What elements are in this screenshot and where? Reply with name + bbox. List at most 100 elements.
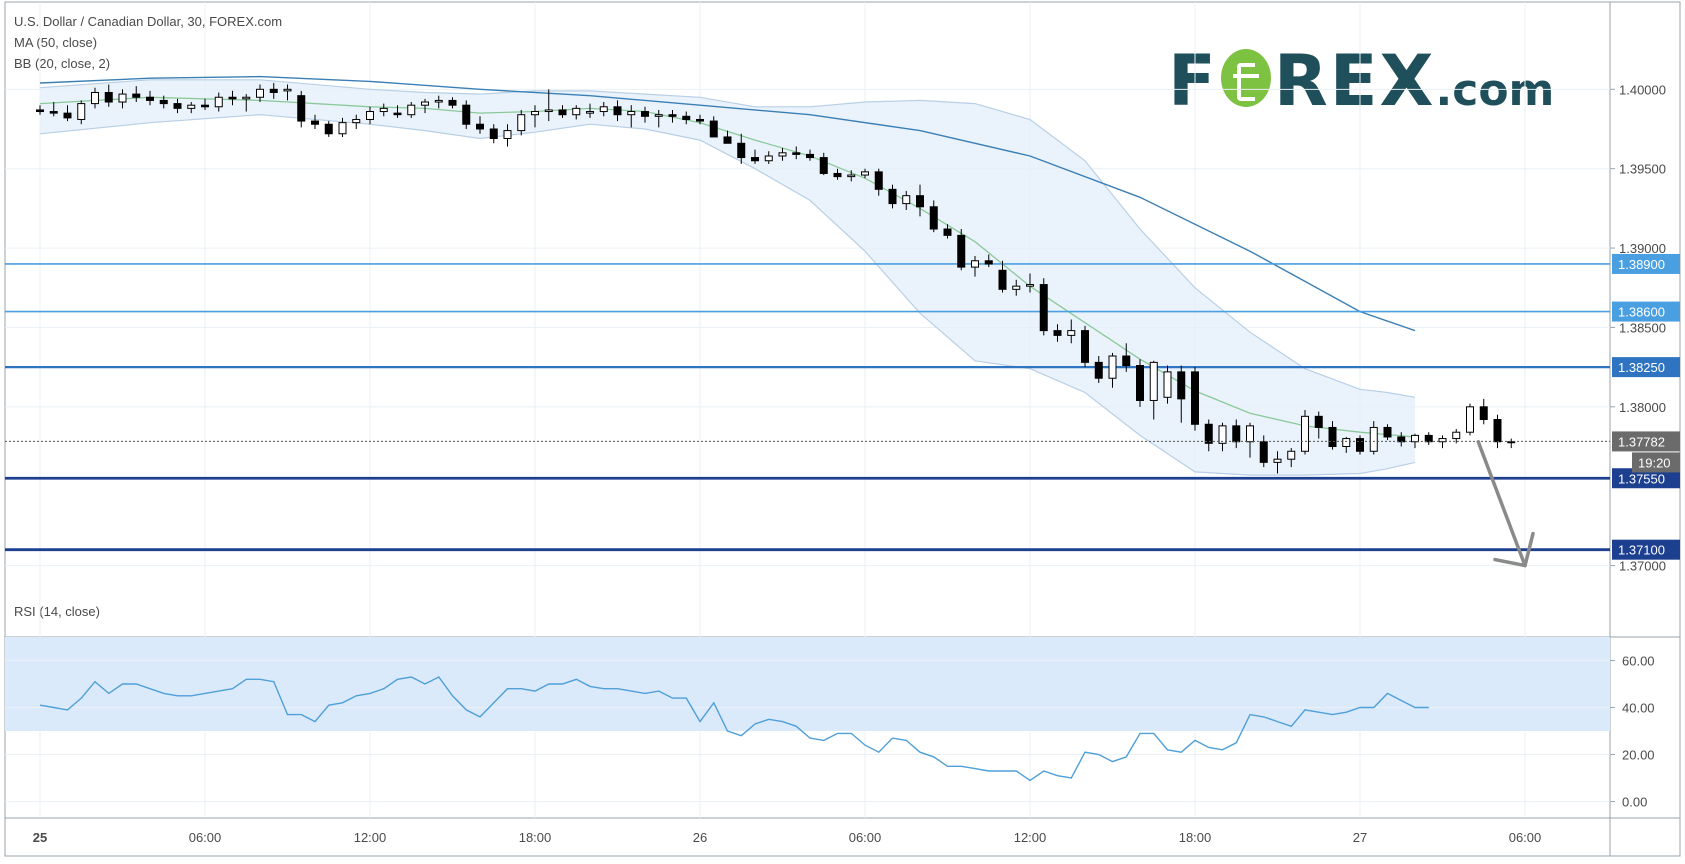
- candle-bull: [861, 171, 869, 176]
- candle-bull: [91, 91, 99, 105]
- bollinger-band-fill: [40, 79, 1415, 476]
- chart-frame: [4, 1, 1681, 857]
- candle-bull: [971, 260, 979, 268]
- candle-bear: [668, 114, 677, 117]
- candle-bear: [723, 136, 732, 144]
- candle-bear: [1493, 419, 1502, 443]
- level-tag-label: 1.38250: [1618, 360, 1665, 375]
- candle-bull: [77, 103, 86, 120]
- y-tick-label: 1.38500: [1619, 320, 1666, 335]
- candle-bear: [1136, 365, 1144, 401]
- rsi-y-tick-label: 20.00: [1622, 748, 1655, 763]
- candle-bull: [1108, 355, 1117, 379]
- level-tag: [1612, 468, 1680, 489]
- x-tick-label: 12:00: [1014, 830, 1047, 845]
- forecast-arrowhead: [1493, 531, 1535, 568]
- level-tag: [1612, 301, 1680, 322]
- candle-bear: [1191, 371, 1199, 425]
- level-tag-label: 1.38900: [1618, 257, 1665, 272]
- candle-bull: [421, 101, 429, 106]
- countdown-tag: [1632, 452, 1680, 473]
- candle-bear: [1204, 423, 1213, 444]
- candle-bear: [324, 123, 333, 135]
- x-tick-label: 25: [33, 830, 47, 845]
- candle-bull: [1246, 425, 1254, 443]
- candle-bear: [146, 96, 154, 101]
- candle-bear: [311, 120, 319, 125]
- logo-left: F: [1168, 40, 1218, 122]
- candle-bull: [1342, 438, 1351, 447]
- candle-bear: [63, 112, 72, 119]
- candle-bear: [806, 153, 814, 159]
- bb-indicator-label[interactable]: BB (20, close, 2): [14, 56, 111, 71]
- candle-bear: [297, 95, 306, 122]
- x-tick-label: 06:00: [1509, 830, 1542, 845]
- candle-bear: [1177, 371, 1186, 400]
- candle-bull: [847, 174, 856, 178]
- candle-bear: [613, 106, 622, 116]
- logo-o-icon: [1220, 49, 1271, 107]
- candle-bull: [283, 88, 292, 92]
- level-tag: [1612, 357, 1680, 378]
- candle-bull: [572, 107, 581, 116]
- candle-bear: [682, 115, 691, 120]
- candle-bear: [1094, 361, 1103, 379]
- candle-bear: [1259, 441, 1268, 463]
- candle-bull: [654, 114, 663, 117]
- candle-bear: [888, 188, 897, 205]
- candle-bear: [1232, 425, 1241, 443]
- x-tick-label: 06:00: [849, 830, 882, 845]
- ma50-line: [39, 75, 1416, 332]
- level-tag: [1612, 539, 1680, 560]
- candle-bear: [448, 99, 457, 106]
- chart-title: U.S. Dollar / Canadian Dollar, 30, FOREX…: [14, 14, 283, 29]
- rsi-y-tick-label: 60.00: [1622, 654, 1655, 669]
- x-tick-label: 18:00: [519, 830, 552, 845]
- candle-bull: [586, 111, 594, 114]
- candle-bull: [352, 118, 361, 124]
- candle-bear: [228, 96, 237, 100]
- candle-bear: [1314, 415, 1323, 428]
- x-tick-label: 06:00: [189, 830, 222, 845]
- candle-bull: [1411, 434, 1419, 443]
- ma-indicator-label[interactable]: MA (50, close): [14, 35, 98, 50]
- candle-bull: [544, 109, 553, 113]
- candle-bull: [366, 111, 374, 120]
- y-tick-label: 1.39000: [1619, 241, 1666, 256]
- candle-bear: [943, 228, 952, 236]
- candle-bull: [1163, 371, 1172, 398]
- candle-bear: [173, 103, 182, 109]
- candle-bear: [1424, 434, 1433, 443]
- level-tag: [1612, 253, 1680, 274]
- candle-bear: [104, 91, 113, 103]
- candle-bear: [1356, 438, 1364, 452]
- candle-bear: [36, 109, 44, 113]
- candle-bull: [1369, 426, 1378, 452]
- candle-bear: [201, 104, 209, 108]
- candle-bear: [1479, 406, 1488, 421]
- candle-bear: [916, 195, 924, 208]
- candle-bear: [1383, 426, 1392, 438]
- candle-bull: [902, 195, 911, 205]
- candle-bear: [641, 111, 649, 117]
- rsi-indicator-label[interactable]: RSI (14, close): [14, 604, 100, 619]
- logo-right: REX: [1273, 40, 1436, 122]
- y-tick-label: 1.39500: [1619, 162, 1666, 177]
- candle-bull: [407, 104, 416, 116]
- candle-bull: [1149, 361, 1158, 401]
- rsi-y-tick-label: 0.00: [1622, 795, 1647, 810]
- candle-bull: [118, 93, 127, 103]
- candle-bear: [1053, 330, 1062, 336]
- bollinger-upper-line: [39, 79, 1416, 398]
- y-tick-label: 1.37000: [1619, 559, 1666, 574]
- candle-bear: [833, 172, 842, 178]
- forex-logo: F REX.com: [1168, 40, 1554, 122]
- candle-bull: [1026, 284, 1034, 287]
- rsi-band: [5, 637, 1610, 732]
- candle-bull: [379, 107, 388, 113]
- level-tag-label: 1.37550: [1618, 471, 1665, 486]
- candle-bear: [462, 104, 471, 125]
- candle-bear: [132, 93, 141, 98]
- candle-bull: [1067, 330, 1076, 336]
